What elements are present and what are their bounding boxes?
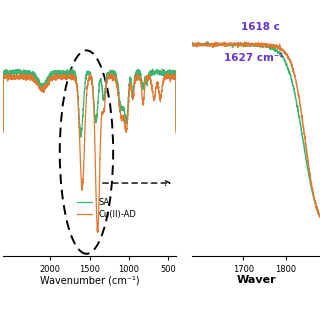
X-axis label: Wavenumber (cm⁻¹): Wavenumber (cm⁻¹) bbox=[40, 276, 140, 285]
X-axis label: Waver: Waver bbox=[236, 276, 276, 285]
SA bbox=[4, 71, 8, 75]
SA bbox=[154, 70, 158, 74]
SA bbox=[174, 128, 178, 132]
SA bbox=[1, 129, 5, 133]
SA bbox=[79, 135, 83, 139]
Cu(II)-AD bbox=[100, 112, 104, 116]
SA bbox=[108, 70, 112, 74]
Cu(II)-AD bbox=[23, 74, 27, 78]
Cu(II)-AD bbox=[4, 72, 8, 76]
SA bbox=[100, 88, 104, 92]
SA bbox=[151, 67, 155, 71]
Cu(II)-AD bbox=[144, 78, 148, 82]
Text: 1618 c: 1618 c bbox=[241, 22, 279, 32]
SA bbox=[23, 70, 27, 74]
Cu(II)-AD bbox=[108, 73, 112, 77]
Line: Cu(II)-AD: Cu(II)-AD bbox=[3, 74, 176, 232]
Cu(II)-AD bbox=[1, 131, 5, 134]
Cu(II)-AD bbox=[96, 230, 100, 234]
Text: 1627 cm⁻¹: 1627 cm⁻¹ bbox=[224, 53, 284, 63]
Legend: SA, Cu(II)-AD: SA, Cu(II)-AD bbox=[74, 195, 140, 223]
Line: SA: SA bbox=[3, 69, 176, 137]
Cu(II)-AD bbox=[108, 72, 112, 76]
Cu(II)-AD bbox=[174, 131, 178, 134]
SA bbox=[144, 77, 148, 81]
Cu(II)-AD bbox=[154, 84, 158, 88]
